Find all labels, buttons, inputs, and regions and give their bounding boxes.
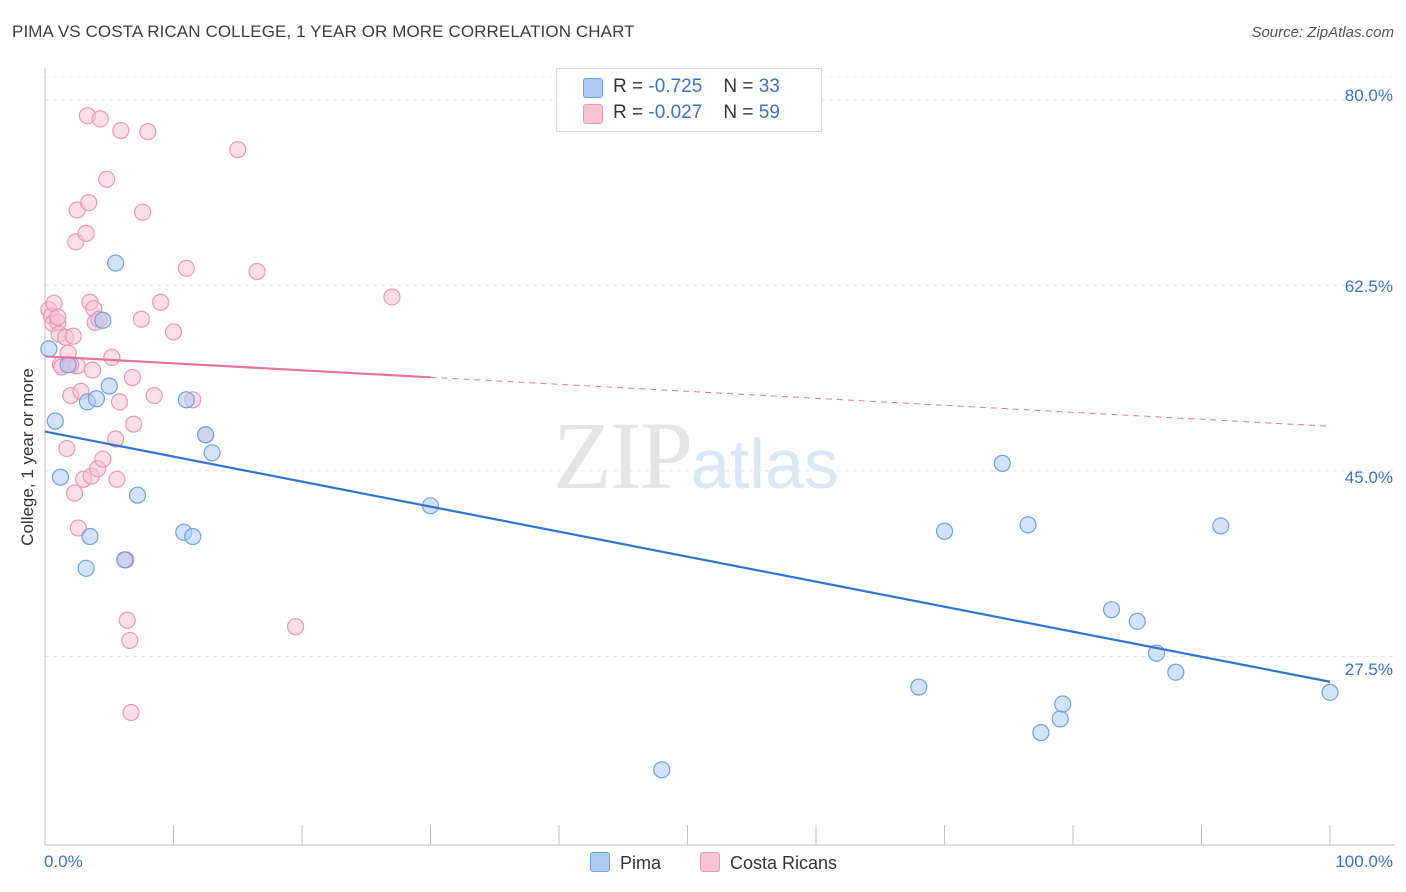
pima-point <box>1102 601 1121 619</box>
pima-point <box>107 254 125 272</box>
costa-ricans-point <box>83 361 102 379</box>
costa-ricans-trend-line <box>44 355 431 379</box>
costa-ricans-swatch <box>700 852 720 872</box>
costa-ricans-point <box>139 123 157 141</box>
costa-ricans-trend-extension <box>430 376 1331 427</box>
pima-point <box>203 444 221 462</box>
costa-ricans-point <box>164 323 183 341</box>
pima-point <box>77 559 95 577</box>
y-tick-label: 27.5% <box>1344 660 1393 679</box>
costa-ricans-point <box>122 703 140 722</box>
n-label: N = <box>723 76 754 97</box>
pima-point <box>94 311 112 329</box>
r-value: -0.027 <box>648 102 703 123</box>
costa-ricans-point <box>65 484 84 502</box>
pima-point <box>51 468 70 486</box>
y-axis-label: College, 1 year or more <box>18 368 37 546</box>
legend-label: Costa Ricans <box>730 853 838 873</box>
r-value: -0.725 <box>648 76 703 97</box>
costa-ricans-point <box>134 203 152 221</box>
costa-ricans-point <box>110 393 129 411</box>
costa-ricans-point <box>248 262 266 281</box>
y-tick-label: 62.5% <box>1344 277 1393 296</box>
pima-point <box>59 356 77 374</box>
watermark-zip: ZIP <box>553 402 693 509</box>
pima-point <box>1167 663 1185 681</box>
costa-ricans-point <box>108 470 126 488</box>
watermark: ZIPatlas <box>553 400 839 511</box>
legend-item-costa-ricans[interactable]: Costa Ricans <box>700 852 837 874</box>
costa-ricans-point <box>152 293 170 311</box>
pima-swatch <box>583 78 603 98</box>
r-label: R = <box>613 102 644 123</box>
axes <box>44 68 1395 846</box>
costa-ricans-point <box>94 450 112 468</box>
pima-point <box>184 527 202 546</box>
chart-title: PIMA VS COSTA RICAN COLLEGE, 1 YEAR OR M… <box>12 22 635 41</box>
pima-point <box>177 391 195 409</box>
stats-legend: R = -0.725 N = 33 R = -0.027 N = 59 <box>556 68 822 132</box>
costa-ricans-point <box>123 368 141 387</box>
x-tick-label-max: 100.0% <box>1335 852 1393 871</box>
pima-point <box>1032 724 1050 742</box>
pima-point <box>993 454 1011 472</box>
pima-point <box>87 390 106 408</box>
x-tick-label-min: 0.0% <box>44 852 83 871</box>
source-credit: Source: ZipAtlas.com <box>1251 24 1394 41</box>
legend-text: R = -0.027 N = 59 <box>613 102 780 124</box>
costa-ricans-swatch <box>583 104 603 124</box>
costa-ricans-point <box>107 430 125 448</box>
pima-point <box>935 522 954 540</box>
pima-trend-line <box>44 430 1331 683</box>
costa-ricans-point <box>125 415 143 433</box>
costa-ricans-point <box>383 288 401 306</box>
data-points <box>40 107 1339 779</box>
costa-ricans-point <box>121 631 139 650</box>
y-tick-label: 80.0% <box>1344 86 1393 105</box>
pima-point <box>1128 612 1146 630</box>
costa-ricans-point <box>49 308 67 326</box>
pima-point <box>1212 517 1230 535</box>
pima-swatch <box>590 852 610 872</box>
costa-ricans-point <box>98 170 116 188</box>
pima-point <box>1321 683 1339 701</box>
pima-point <box>116 551 134 569</box>
pima-point <box>1051 710 1069 728</box>
pima-point <box>653 761 671 779</box>
costa-ricans-point <box>229 141 247 159</box>
costa-ricans-point <box>145 386 163 405</box>
trend-lines <box>44 355 1331 683</box>
pima-point <box>46 412 64 430</box>
costa-ricans-point <box>112 121 130 140</box>
n-value: 59 <box>758 102 780 123</box>
watermark-atlas: atlas <box>691 425 839 503</box>
legend-label: Pima <box>620 853 662 873</box>
costa-ricans-point <box>286 618 305 636</box>
n-value: 33 <box>758 76 780 97</box>
pima-point <box>1019 516 1037 534</box>
legend-text: R = -0.725 N = 33 <box>613 76 780 98</box>
costa-ricans-point <box>103 348 121 366</box>
pima-point <box>100 377 118 395</box>
pima-point <box>1054 695 1072 713</box>
pima-point <box>128 486 147 504</box>
costa-ricans-point <box>132 310 150 328</box>
pima-point <box>197 426 215 444</box>
costa-ricans-point <box>80 194 98 212</box>
costa-ricans-point <box>64 327 82 345</box>
y-tick-label: 45.0% <box>1344 468 1393 487</box>
pima-point <box>910 678 928 696</box>
costa-ricans-point <box>69 519 88 537</box>
costa-ricans-point <box>118 611 136 629</box>
n-label: N = <box>723 102 754 123</box>
r-label: R = <box>613 76 644 97</box>
legend-item-pima[interactable]: Pima <box>590 852 661 874</box>
costa-ricans-point <box>58 439 76 458</box>
costa-ricans-point <box>177 259 195 277</box>
costa-ricans-point <box>77 224 95 242</box>
pima-point <box>81 527 99 546</box>
costa-ricans-point <box>91 110 109 128</box>
pima-point <box>40 340 58 358</box>
